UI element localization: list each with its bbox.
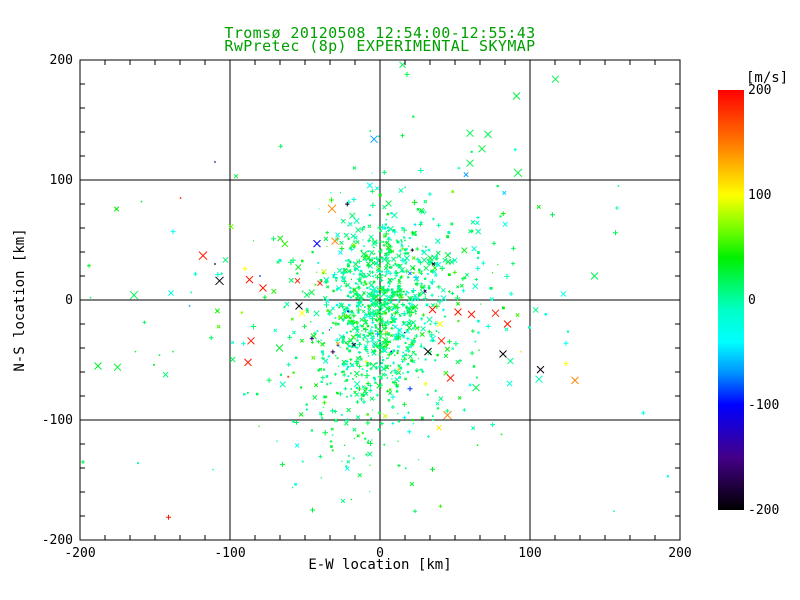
- colorbar-tick-labels: 200 100 0 -100 -200: [748, 83, 779, 518]
- plot-frame: [79, 59, 681, 541]
- y-tick-label: 100: [50, 173, 73, 188]
- y-tick-label: 0: [65, 293, 73, 308]
- y-tick-label: -100: [42, 413, 73, 428]
- y-tick-label: -200: [42, 533, 73, 548]
- x-axis-label: E-W location [km]: [308, 557, 451, 573]
- grid-lines: [80, 60, 680, 540]
- scatter-points: [81, 61, 669, 520]
- x-tick-label: 100: [518, 546, 541, 561]
- x-tick-label: -200: [64, 546, 95, 561]
- colorbar-unit-label: [m/s]: [746, 70, 788, 86]
- colorbar: [718, 90, 744, 510]
- x-tick-label: 200: [668, 546, 691, 561]
- axis-tick-labels: -200 -100 0 100 200 -200 -100 0 100 200: [42, 53, 692, 561]
- colorbar-tick-label: 100: [748, 188, 771, 203]
- colorbar-tick-label: -100: [748, 398, 779, 413]
- colorbar-tick-label: -200: [748, 503, 779, 518]
- colorbar-tick-label: 200: [748, 83, 771, 98]
- y-tick-label: 200: [50, 53, 73, 68]
- plot-title-line1: Tromsø 20120508 12:54:00-12:55:43: [224, 24, 535, 42]
- x-tick-label: -100: [214, 546, 245, 561]
- x-tick-label: 0: [376, 546, 384, 561]
- plot-title-line2: RwPretec (8p) EXPERIMENTAL SKYMAP: [224, 37, 535, 55]
- colorbar-tick-label: 0: [748, 293, 756, 308]
- y-axis-label: N-S location [km]: [12, 228, 28, 371]
